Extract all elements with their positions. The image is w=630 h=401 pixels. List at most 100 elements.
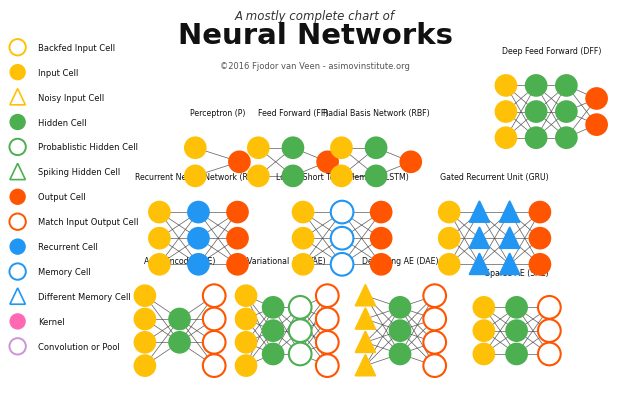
Ellipse shape bbox=[389, 343, 411, 365]
Text: Spiking Hidden Cell: Spiking Hidden Cell bbox=[38, 168, 120, 177]
Polygon shape bbox=[469, 253, 490, 275]
Ellipse shape bbox=[316, 308, 339, 330]
Polygon shape bbox=[500, 227, 520, 249]
Polygon shape bbox=[10, 164, 25, 180]
Ellipse shape bbox=[529, 253, 551, 276]
Ellipse shape bbox=[134, 331, 156, 354]
Text: Auto Encoder (AE): Auto Encoder (AE) bbox=[144, 256, 215, 265]
Ellipse shape bbox=[495, 75, 517, 97]
Ellipse shape bbox=[282, 165, 304, 188]
Ellipse shape bbox=[234, 354, 258, 377]
Ellipse shape bbox=[365, 165, 387, 188]
Ellipse shape bbox=[585, 88, 608, 111]
Polygon shape bbox=[500, 201, 520, 223]
Ellipse shape bbox=[292, 253, 314, 276]
Text: Feed Forward (FF): Feed Forward (FF) bbox=[258, 109, 328, 118]
Ellipse shape bbox=[316, 354, 339, 377]
Text: Gated Recurrent Unit (GRU): Gated Recurrent Unit (GRU) bbox=[440, 173, 549, 182]
Ellipse shape bbox=[495, 127, 517, 150]
Polygon shape bbox=[355, 285, 375, 306]
Ellipse shape bbox=[148, 253, 171, 276]
Ellipse shape bbox=[262, 320, 285, 342]
Ellipse shape bbox=[538, 320, 561, 342]
Ellipse shape bbox=[262, 296, 285, 319]
Text: Backfed Input Cell: Backfed Input Cell bbox=[38, 44, 115, 53]
Ellipse shape bbox=[316, 151, 339, 174]
Ellipse shape bbox=[184, 137, 207, 160]
Ellipse shape bbox=[247, 137, 270, 160]
Ellipse shape bbox=[525, 75, 547, 97]
Text: Radial Basis Network (RBF): Radial Basis Network (RBF) bbox=[323, 109, 430, 118]
Polygon shape bbox=[469, 201, 490, 223]
Ellipse shape bbox=[423, 285, 446, 307]
Ellipse shape bbox=[331, 227, 353, 250]
Text: Denoising AE (DAE): Denoising AE (DAE) bbox=[362, 256, 438, 265]
Ellipse shape bbox=[234, 308, 258, 330]
Ellipse shape bbox=[438, 227, 461, 250]
Ellipse shape bbox=[555, 75, 578, 97]
Ellipse shape bbox=[9, 189, 26, 205]
Ellipse shape bbox=[331, 201, 353, 224]
Text: Noisy Input Cell: Noisy Input Cell bbox=[38, 93, 104, 102]
Ellipse shape bbox=[262, 343, 285, 365]
Ellipse shape bbox=[505, 320, 528, 342]
Ellipse shape bbox=[331, 253, 353, 276]
Ellipse shape bbox=[389, 296, 411, 319]
Ellipse shape bbox=[292, 201, 314, 224]
Ellipse shape bbox=[187, 227, 210, 250]
Polygon shape bbox=[355, 331, 375, 352]
Ellipse shape bbox=[187, 253, 210, 276]
Ellipse shape bbox=[555, 127, 578, 150]
Text: Recurrent Cell: Recurrent Cell bbox=[38, 243, 98, 251]
Ellipse shape bbox=[525, 127, 547, 150]
Ellipse shape bbox=[316, 331, 339, 354]
Ellipse shape bbox=[148, 227, 171, 250]
Ellipse shape bbox=[438, 253, 461, 276]
Ellipse shape bbox=[330, 165, 353, 188]
Ellipse shape bbox=[228, 151, 251, 174]
Ellipse shape bbox=[9, 115, 26, 131]
Polygon shape bbox=[355, 308, 375, 329]
Ellipse shape bbox=[234, 285, 258, 307]
Ellipse shape bbox=[168, 331, 191, 354]
Ellipse shape bbox=[505, 296, 528, 319]
Ellipse shape bbox=[505, 343, 528, 365]
Polygon shape bbox=[10, 89, 25, 105]
Text: Variational AE (VAE): Variational AE (VAE) bbox=[248, 256, 326, 265]
Ellipse shape bbox=[555, 101, 578, 124]
Text: Convolution or Pool: Convolution or Pool bbox=[38, 342, 120, 351]
Ellipse shape bbox=[9, 239, 26, 255]
Ellipse shape bbox=[247, 165, 270, 188]
Ellipse shape bbox=[226, 253, 249, 276]
Ellipse shape bbox=[289, 343, 312, 365]
Ellipse shape bbox=[292, 227, 314, 250]
Ellipse shape bbox=[168, 308, 191, 330]
Ellipse shape bbox=[472, 296, 495, 319]
Ellipse shape bbox=[330, 137, 353, 160]
Ellipse shape bbox=[134, 354, 156, 377]
Ellipse shape bbox=[134, 308, 156, 330]
Ellipse shape bbox=[585, 114, 608, 137]
Ellipse shape bbox=[525, 101, 547, 124]
Ellipse shape bbox=[9, 40, 26, 56]
Ellipse shape bbox=[9, 65, 26, 81]
Text: Sparse AE (SAE): Sparse AE (SAE) bbox=[485, 268, 548, 277]
Ellipse shape bbox=[538, 296, 561, 319]
Ellipse shape bbox=[289, 320, 312, 342]
Ellipse shape bbox=[226, 201, 249, 224]
Ellipse shape bbox=[399, 151, 422, 174]
Text: Hidden Cell: Hidden Cell bbox=[38, 118, 86, 127]
Ellipse shape bbox=[187, 201, 210, 224]
Ellipse shape bbox=[184, 165, 207, 188]
Ellipse shape bbox=[370, 227, 392, 250]
Ellipse shape bbox=[423, 354, 446, 377]
Ellipse shape bbox=[9, 140, 26, 156]
Ellipse shape bbox=[370, 253, 392, 276]
Ellipse shape bbox=[203, 331, 226, 354]
Text: Probablistic Hidden Cell: Probablistic Hidden Cell bbox=[38, 143, 138, 152]
Ellipse shape bbox=[234, 331, 258, 354]
Ellipse shape bbox=[134, 285, 156, 307]
Ellipse shape bbox=[495, 101, 517, 124]
Text: Recurrent Neural Network (RNN): Recurrent Neural Network (RNN) bbox=[135, 173, 262, 182]
Ellipse shape bbox=[529, 201, 551, 224]
